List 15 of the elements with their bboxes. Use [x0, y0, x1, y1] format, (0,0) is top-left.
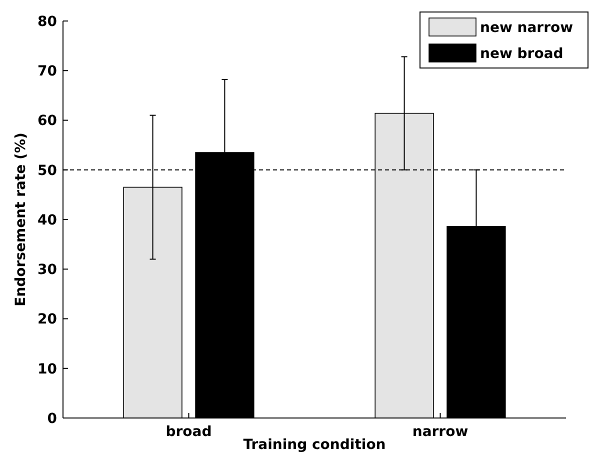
x-tick-label: broad	[166, 424, 212, 440]
legend-label: new narrow	[480, 20, 574, 36]
y-axis-title: Endorsement rate (%)	[13, 132, 29, 306]
y-tick-label: 50	[38, 162, 58, 179]
y-tick-label: 20	[38, 312, 58, 328]
y-tick-label: 30	[38, 262, 58, 278]
y-tick-label: 80	[38, 14, 58, 30]
x-axis-title: Training condition	[243, 437, 386, 453]
y-tick-label: 10	[38, 361, 58, 378]
y-tick-label: 0	[47, 410, 58, 427]
legend-label: new broad	[480, 46, 564, 62]
y-tick-label: 70	[38, 64, 58, 80]
y-tick-label: 40	[38, 212, 58, 228]
y-tick-label: 60	[38, 113, 58, 130]
x-tick-label: narrow	[412, 424, 468, 440]
